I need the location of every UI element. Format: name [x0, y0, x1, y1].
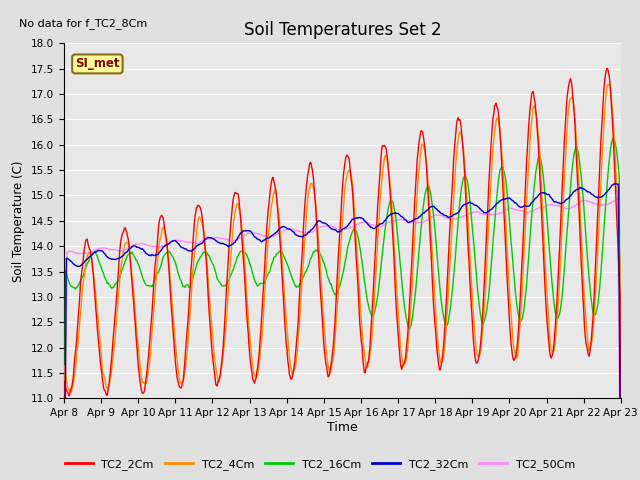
Text: No data for f_TC2_8Cm: No data for f_TC2_8Cm [19, 18, 148, 29]
Legend: TC2_2Cm, TC2_4Cm, TC2_16Cm, TC2_32Cm, TC2_50Cm: TC2_2Cm, TC2_4Cm, TC2_16Cm, TC2_32Cm, TC… [60, 455, 580, 474]
X-axis label: Time: Time [327, 421, 358, 434]
Y-axis label: Soil Temperature (C): Soil Temperature (C) [12, 160, 26, 282]
Text: SI_met: SI_met [75, 58, 120, 71]
Title: Soil Temperatures Set 2: Soil Temperatures Set 2 [244, 21, 441, 39]
